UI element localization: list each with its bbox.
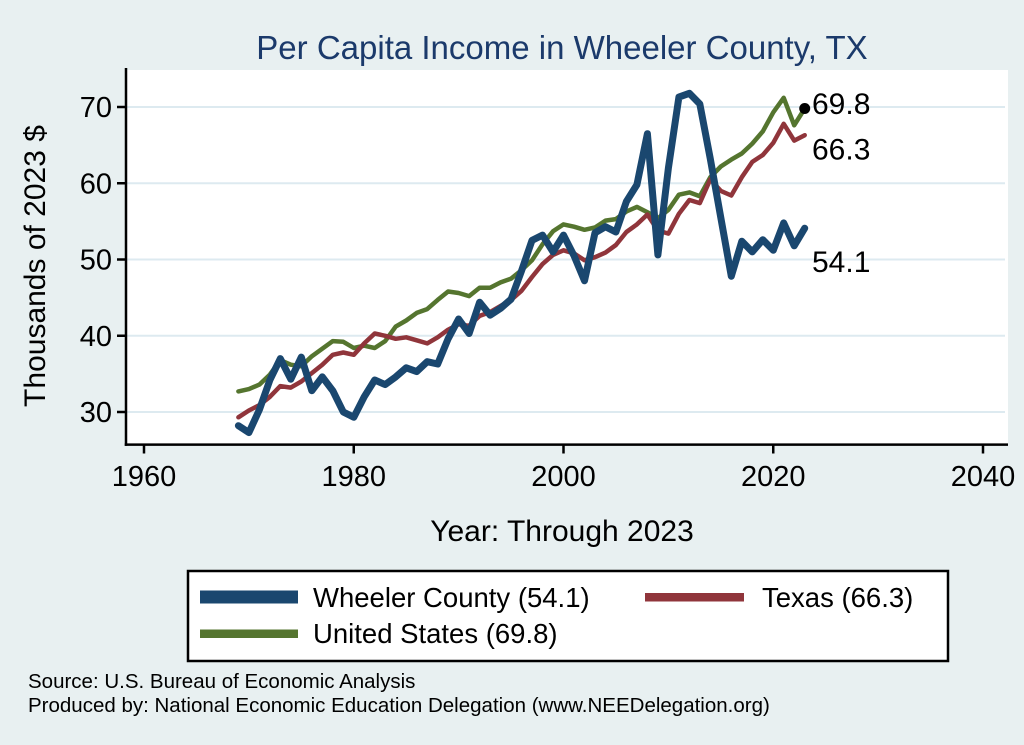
- x-axis-title: Year: Through 2023: [430, 515, 694, 548]
- legend-label-texas: Texas (66.3): [762, 582, 913, 613]
- y-tick-label-50: 50: [80, 245, 112, 277]
- legend-label-wheeler-county: Wheeler County (54.1): [313, 582, 590, 613]
- y-tick-label-70: 70: [80, 92, 112, 124]
- legend-label-united-states: United States (69.8): [313, 618, 558, 649]
- x-tick-label-2000: 2000: [531, 461, 596, 493]
- texas-line: [236, 121, 807, 420]
- x-tick-label-2040: 2040: [951, 461, 1016, 493]
- source-notes: Source: U.S. Bureau of Economic Analysis…: [28, 670, 770, 717]
- produced-by-line: Produced by: National Economic Education…: [28, 694, 770, 717]
- united-states-end-label: 69.8: [812, 88, 870, 121]
- y-tick-label-60: 60: [80, 168, 112, 200]
- legend-swatch-wheeler-county: [200, 590, 298, 604]
- source-line: Source: U.S. Bureau of Economic Analysis: [28, 670, 415, 693]
- series-lines: [234, 89, 809, 437]
- y-axis-ticks: 30 40 50 60 70: [80, 92, 126, 429]
- y-axis-title: Thousands of 2023 $: [19, 125, 52, 407]
- texas-end-label: 66.3: [812, 134, 870, 167]
- wheeler-county-end-label: 54.1: [812, 246, 870, 279]
- legend-swatch-united-states: [200, 629, 298, 638]
- wheeler-county-line: [234, 89, 809, 437]
- x-tick-label-1980: 1980: [321, 461, 386, 493]
- axes: [124, 68, 1008, 446]
- x-tick-label-1960: 1960: [112, 461, 177, 493]
- x-tick-label-2020: 2020: [741, 461, 806, 493]
- y-tick-label-40: 40: [80, 321, 112, 353]
- y-tick-label-30: 30: [80, 397, 112, 429]
- series-end-labels: 54.1 66.3 69.8: [799, 88, 870, 279]
- legend-box: [186, 569, 950, 663]
- united-states-end-dot: [799, 103, 811, 115]
- legend-swatch-texas: [645, 593, 744, 602]
- legend: Wheeler County (54.1) Texas (66.3) Unite…: [186, 569, 950, 663]
- chart-title: Per Capita Income in Wheeler County, TX: [256, 29, 867, 66]
- plot-area: [126, 70, 1008, 445]
- gridlines: [126, 106, 1005, 413]
- x-axis-ticks: 1960 1980 2000 2020 2040: [112, 444, 1016, 493]
